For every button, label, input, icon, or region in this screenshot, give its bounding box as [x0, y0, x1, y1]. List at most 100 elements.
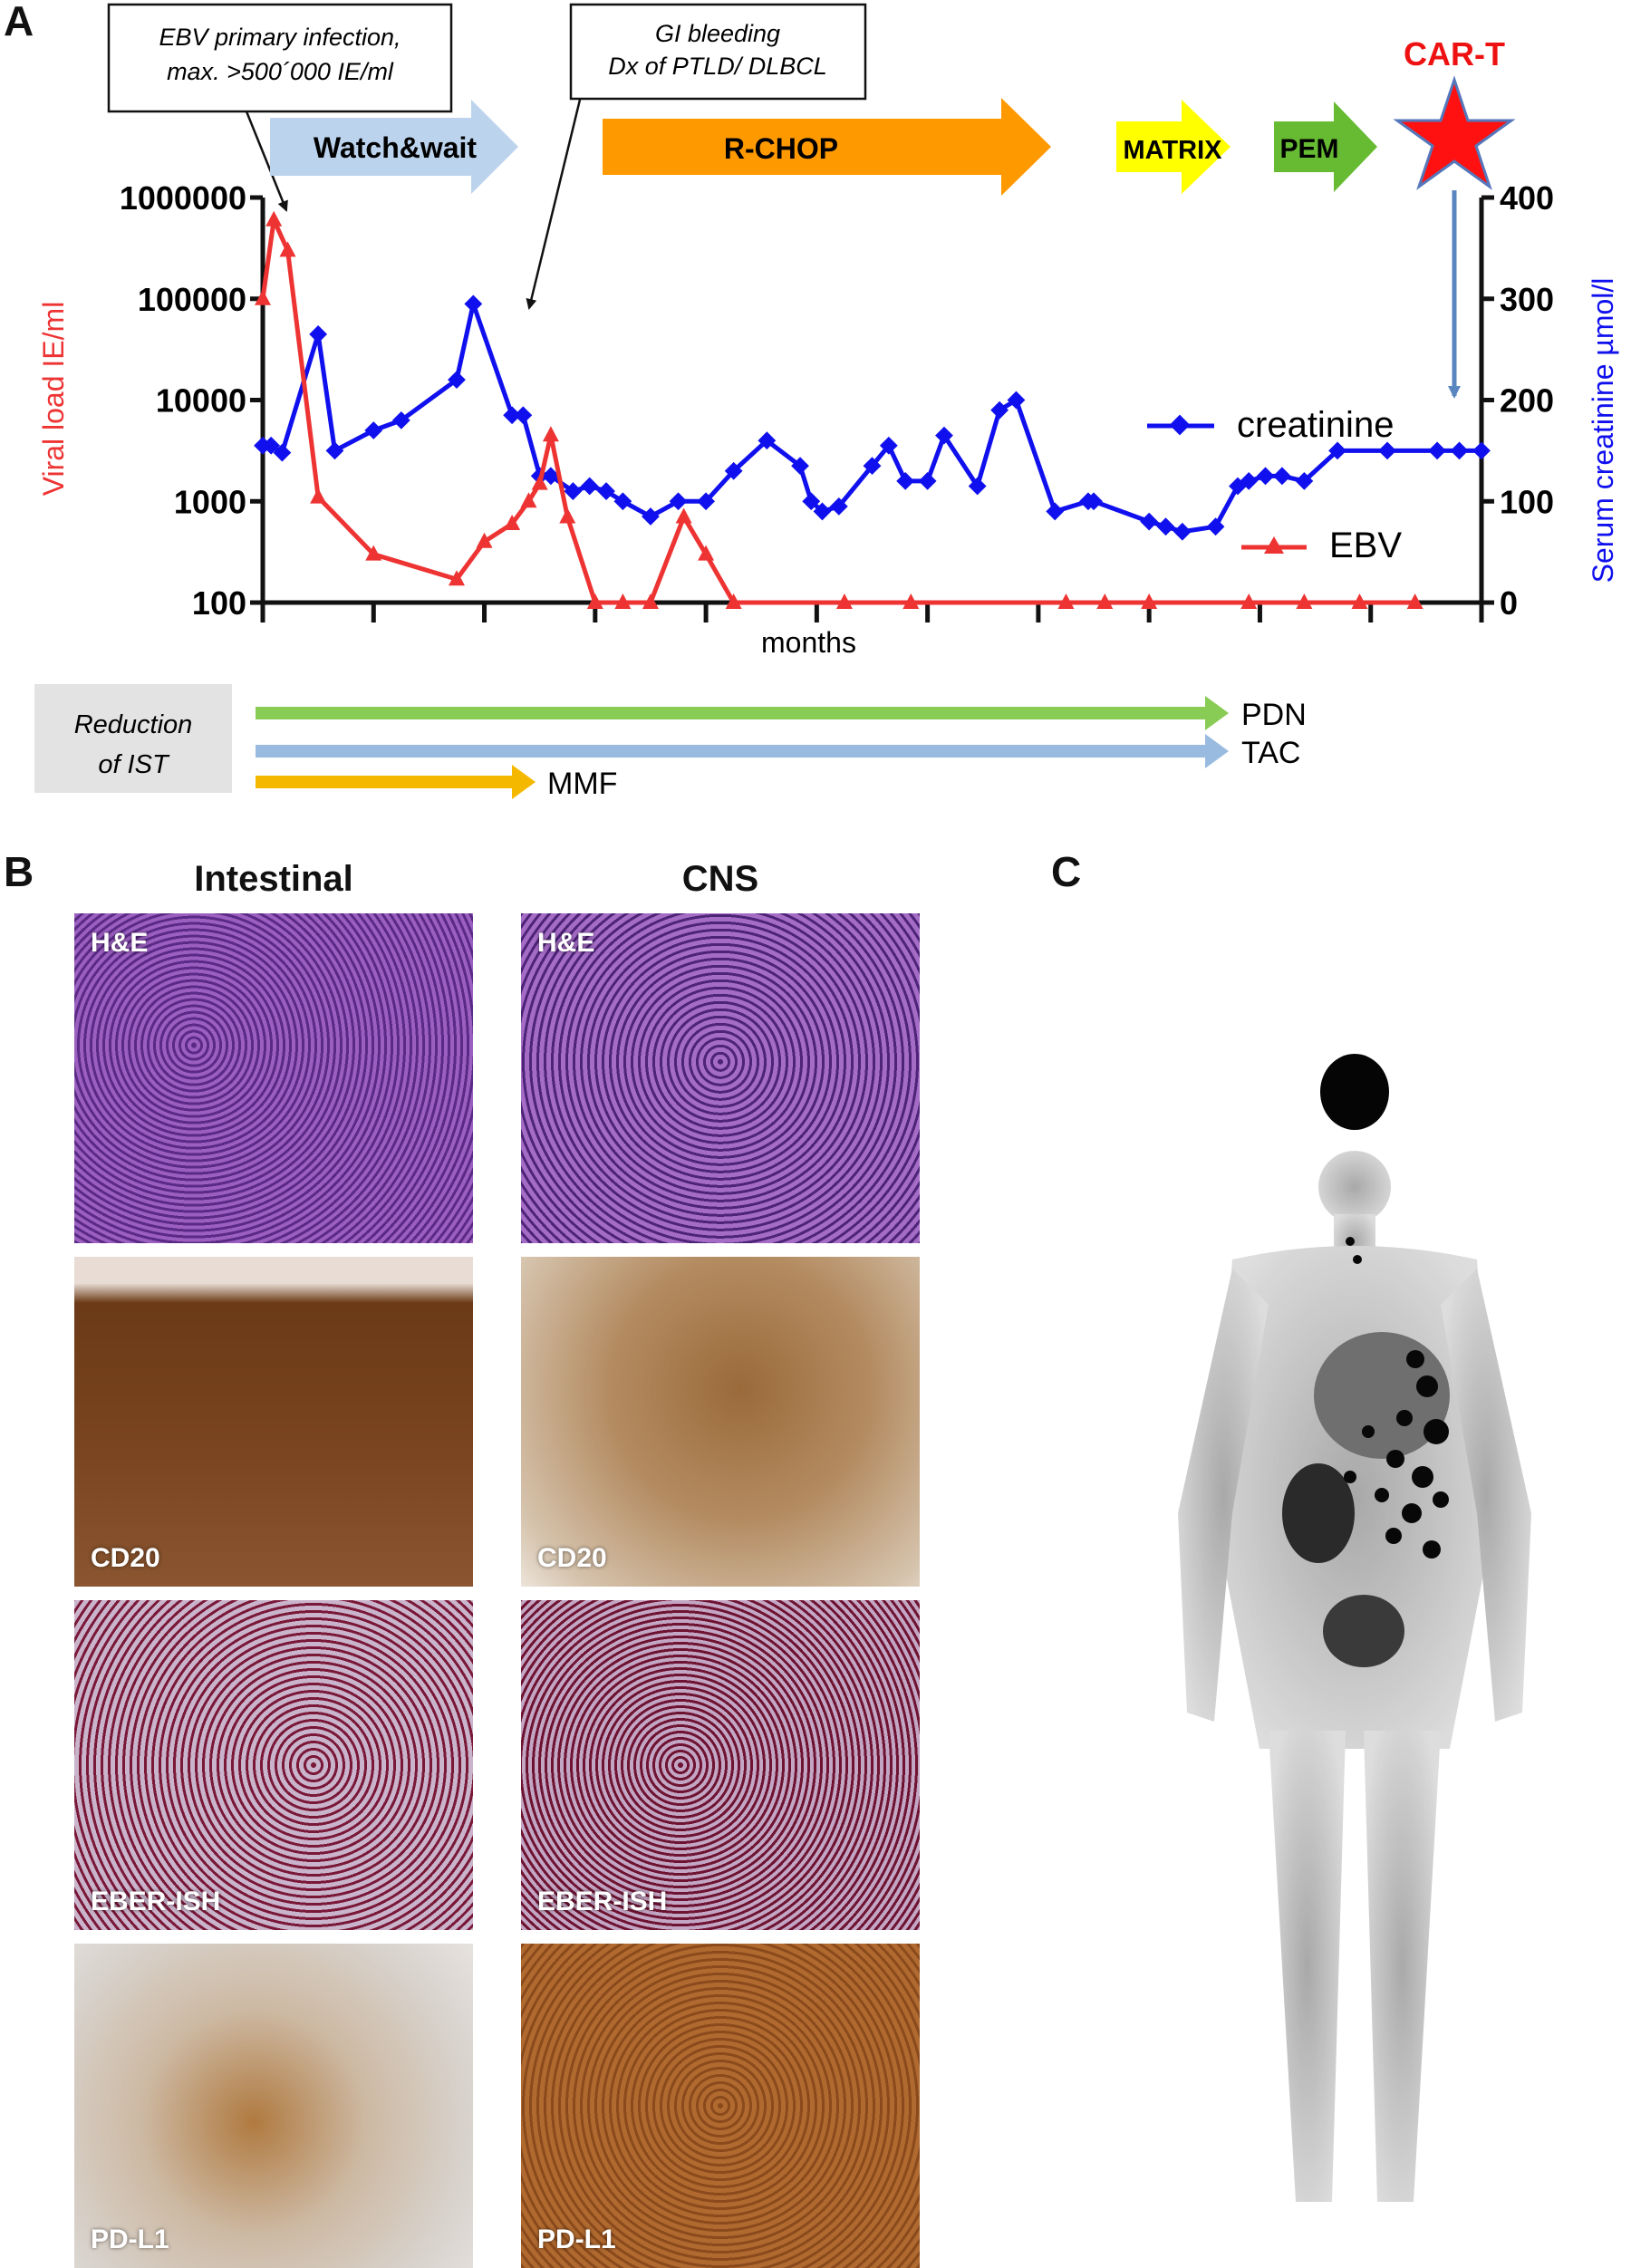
EBV-point — [476, 532, 493, 548]
callout-ebv-infection: EBV primary infection, max. >500´000 IE/… — [107, 3, 453, 113]
svg-text:EBV primary infection,: EBV primary infection, — [159, 24, 401, 51]
stain-label: H&E — [537, 928, 595, 958]
ist-tac-arrow: TAC — [256, 734, 1300, 770]
ist-box-line1: Reduction — [74, 710, 193, 739]
viral-load-creatinine-chart: EBV primary infection, max. >500´000 IE/… — [34, 3, 1619, 801]
stain-label: CD20 — [91, 1543, 160, 1573]
y-left-tick-label: 100000 — [138, 281, 246, 318]
EBV-point — [835, 594, 853, 609]
creatinine-point — [968, 477, 987, 496]
svg-text:PEM: PEM — [1279, 134, 1338, 164]
creatinine-point — [642, 507, 660, 526]
creatinine-point — [863, 457, 882, 476]
EBV-point — [1057, 594, 1075, 609]
EBV-point — [1296, 594, 1313, 609]
EBV-point — [255, 289, 271, 305]
y-left-tick-label: 10000 — [156, 382, 246, 420]
EBV-point — [279, 241, 296, 257]
y-right-tick-label: 400 — [1500, 179, 1554, 217]
stain-label: EBER-ISH — [91, 1887, 221, 1916]
creatinine-point — [669, 492, 688, 511]
creatinine-point — [1007, 391, 1026, 410]
svg-text:EBV: EBV — [1329, 526, 1402, 565]
y-right-tick-label: 100 — [1500, 483, 1554, 520]
creatinine-point — [364, 421, 383, 439]
creatinine-point — [791, 457, 809, 476]
svg-text:MATRIX: MATRIX — [1123, 136, 1222, 165]
svg-text:MMF: MMF — [547, 767, 617, 801]
stain-label: H&E — [91, 928, 149, 958]
EBV-point — [559, 507, 576, 524]
EBV-point — [265, 210, 283, 227]
arrow-shape — [270, 100, 518, 194]
creatinine-point — [309, 324, 328, 343]
creatinine-point — [1273, 467, 1291, 486]
y-right-tick-label: 200 — [1500, 382, 1554, 420]
creatinine-point — [1378, 441, 1396, 460]
ist-mmf-arrow: MMF — [256, 765, 617, 801]
EBV-point — [1351, 594, 1368, 609]
EBV-point — [1096, 594, 1114, 609]
creatinine-point — [697, 492, 715, 511]
creatinine-point — [758, 431, 777, 450]
creatinine-point — [273, 443, 292, 462]
ist-pdn-arrow: PDN — [256, 696, 1307, 732]
callout-gi-bleeding: GI bleeding Dx of PTLD/ DLBCL — [569, 3, 867, 101]
creatinine-point — [724, 461, 743, 480]
svg-text:TAC: TAC — [1241, 736, 1300, 770]
creatinine-point — [1472, 441, 1491, 460]
creatinine-point — [613, 492, 632, 511]
lesion-spots — [1344, 1237, 1449, 1559]
y-left-label: Viral load IE/ml — [37, 302, 70, 497]
y-left-tick-label: 1000 — [174, 483, 246, 520]
series-layer — [254, 210, 1491, 609]
x-ticks — [260, 603, 1484, 622]
creatinine-point — [514, 406, 533, 425]
creatinine-point — [580, 477, 599, 496]
y-left-tick-label: 1000000 — [120, 179, 246, 217]
creatinine-point — [1206, 517, 1225, 536]
stain-label: PD-L1 — [91, 2225, 169, 2254]
y-right-label: Serum creatinine µmol/l — [1587, 278, 1619, 584]
svg-text:creatinine: creatinine — [1237, 405, 1394, 445]
micrograph-cns-pdl1: PD-L1 — [521, 1944, 920, 2268]
EBV-point — [531, 474, 548, 490]
svg-text:GI bleeding: GI bleeding — [655, 20, 780, 47]
creatinine-point — [990, 401, 1009, 420]
micrograph-intestinal-he: H&E — [74, 913, 473, 1243]
car-t-label: CAR-T — [1404, 35, 1505, 72]
EBV-point — [448, 570, 465, 586]
panel-a-label: A — [4, 0, 34, 44]
callout-gi-pointer — [526, 99, 582, 310]
creatinine-point — [391, 410, 410, 429]
svg-text:R-CHOP: R-CHOP — [724, 132, 838, 165]
y-right-tick-label: 300 — [1500, 281, 1554, 318]
EBV-point — [902, 594, 920, 609]
creatinine-point — [918, 472, 937, 490]
EBV-point — [310, 487, 327, 504]
EBV-point — [365, 545, 382, 561]
creatinine-point — [1173, 522, 1192, 541]
treatment-pem-arrow: PEM — [1274, 101, 1377, 192]
micrograph-intestinal-cd20: CD20 — [74, 1257, 473, 1587]
column-header-intestinal: Intestinal — [194, 859, 353, 899]
micrograph-cns-eber-ish: EBER-ISH — [521, 1600, 920, 1930]
EBV-point — [1240, 594, 1258, 609]
creatinine-point — [564, 482, 583, 500]
treatment-watch-wait-arrow: Watch&wait — [270, 100, 518, 194]
creatinine-point — [503, 406, 522, 425]
micrograph-cns-cd20: CD20 — [521, 1257, 920, 1587]
creatinine-point — [1295, 472, 1314, 490]
creatinine-point — [325, 441, 344, 460]
creatinine-point — [1328, 441, 1346, 460]
svg-text:Dx of PTLD/ DLBCL: Dx of PTLD/ DLBCL — [608, 53, 827, 80]
creatinine-point — [1450, 441, 1469, 460]
EBV-point — [675, 507, 692, 524]
micrograph-intestinal-eber-ish: EBER-ISH — [74, 1600, 473, 1930]
stain-label: EBER-ISH — [537, 1887, 668, 1916]
y-left-ticks: 100 1000 10000 100000 1000000 — [120, 179, 263, 622]
ist-box — [34, 684, 232, 793]
creatinine-point — [1156, 517, 1175, 536]
EBV-point — [1406, 594, 1424, 609]
svg-text:PDN: PDN — [1241, 698, 1307, 732]
